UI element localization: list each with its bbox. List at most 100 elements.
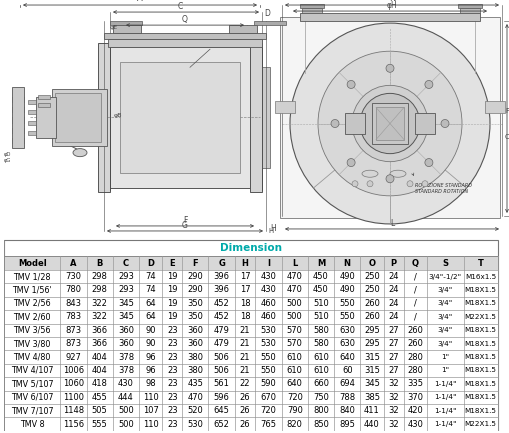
Bar [301,8,321,13]
Text: 64: 64 [145,312,156,321]
Text: 295: 295 [363,326,379,335]
Text: 780: 780 [65,285,81,294]
Text: 295: 295 [363,339,379,348]
Text: TMV 1/56': TMV 1/56' [12,285,52,294]
Text: 430: 430 [118,379,134,388]
Text: 396: 396 [213,272,229,281]
Text: 630: 630 [338,326,355,335]
Text: 510: 510 [313,299,328,308]
Text: 350: 350 [187,299,203,308]
Bar [28,100,36,104]
Bar [4,310,497,323]
Text: TMV 7/107: TMV 7/107 [11,406,53,415]
Text: D: D [147,259,154,268]
Text: 360: 360 [187,339,203,348]
Bar [371,103,407,144]
Text: 873: 873 [65,339,81,348]
Text: 895: 895 [338,420,354,429]
Bar [4,350,497,364]
Text: 1-1/4": 1-1/4" [433,381,456,387]
Circle shape [330,120,338,128]
Text: 26: 26 [239,406,250,415]
Text: 610: 610 [286,366,302,375]
Circle shape [385,175,393,183]
Text: P: P [390,259,396,268]
Text: /: / [413,285,416,294]
Text: 32: 32 [387,379,398,388]
Text: 435: 435 [187,379,203,388]
Text: 530: 530 [187,420,203,429]
Text: 520: 520 [187,406,203,415]
Text: 345: 345 [363,379,379,388]
Circle shape [385,64,393,72]
Text: 720: 720 [286,393,302,402]
Text: 260: 260 [407,326,422,335]
Text: 23: 23 [166,393,177,402]
Text: 17: 17 [239,272,250,281]
Text: 24: 24 [387,299,398,308]
Text: 1": 1" [440,368,448,374]
Text: 730: 730 [65,272,81,281]
Text: /: / [413,299,416,308]
Bar [457,4,481,8]
Text: 90: 90 [145,326,156,335]
Text: M16x1.5: M16x1.5 [464,274,495,280]
Text: 452: 452 [213,312,229,321]
Text: 783: 783 [65,312,81,321]
Circle shape [440,120,448,128]
Text: 506: 506 [213,366,229,375]
Bar [55,94,101,142]
Text: 3/4": 3/4" [437,287,452,293]
Text: 293: 293 [118,285,134,294]
Text: TMV 4/107: TMV 4/107 [11,366,53,375]
Circle shape [424,81,432,88]
Bar [274,101,294,113]
Text: 430: 430 [260,285,276,294]
Text: 27: 27 [387,326,398,335]
Text: 23: 23 [166,352,177,362]
Text: 850: 850 [313,420,328,429]
Text: M: M [316,259,324,268]
Circle shape [421,181,427,187]
Text: 580: 580 [313,326,328,335]
Bar [375,107,403,139]
Text: 110: 110 [143,393,158,402]
Text: F: F [192,259,198,268]
Text: M22X1.5: M22X1.5 [464,314,496,320]
Circle shape [406,181,412,187]
Text: 360: 360 [187,326,203,335]
Text: 1-1/4": 1-1/4" [433,394,456,400]
Text: L: L [292,259,297,268]
Text: ROTAZIONE STANDARD
STANDARD ROTATION: ROTAZIONE STANDARD STANDARD ROTATION [414,183,471,194]
Text: φG: φG [3,158,11,163]
Text: 555: 555 [92,420,107,429]
Bar [4,323,497,337]
Text: 660: 660 [313,379,328,388]
Text: 370: 370 [407,393,422,402]
Text: M18X1.5: M18X1.5 [464,381,496,387]
Text: 550: 550 [338,312,354,321]
Text: O: O [504,133,509,139]
Text: Q: Q [182,15,188,24]
Text: 479: 479 [213,339,229,348]
Text: 32: 32 [387,420,398,429]
Text: 1": 1" [440,354,448,360]
Bar [28,120,36,125]
Bar [36,97,56,138]
Text: φE: φE [110,25,118,29]
Text: 1060: 1060 [63,379,84,388]
Text: 500: 500 [118,420,133,429]
Text: 440: 440 [363,420,379,429]
Text: 430: 430 [407,420,422,429]
Text: 3/4": 3/4" [437,301,452,307]
Text: I: I [508,116,509,122]
Bar [414,113,434,133]
Text: 335: 335 [407,379,422,388]
Text: 22: 22 [239,379,250,388]
Text: 345: 345 [118,299,134,308]
Text: 98: 98 [145,379,156,388]
Text: TMV 5/107: TMV 5/107 [11,379,53,388]
Text: 32: 32 [387,406,398,415]
Text: 23: 23 [166,326,177,335]
Text: P: P [504,109,508,114]
